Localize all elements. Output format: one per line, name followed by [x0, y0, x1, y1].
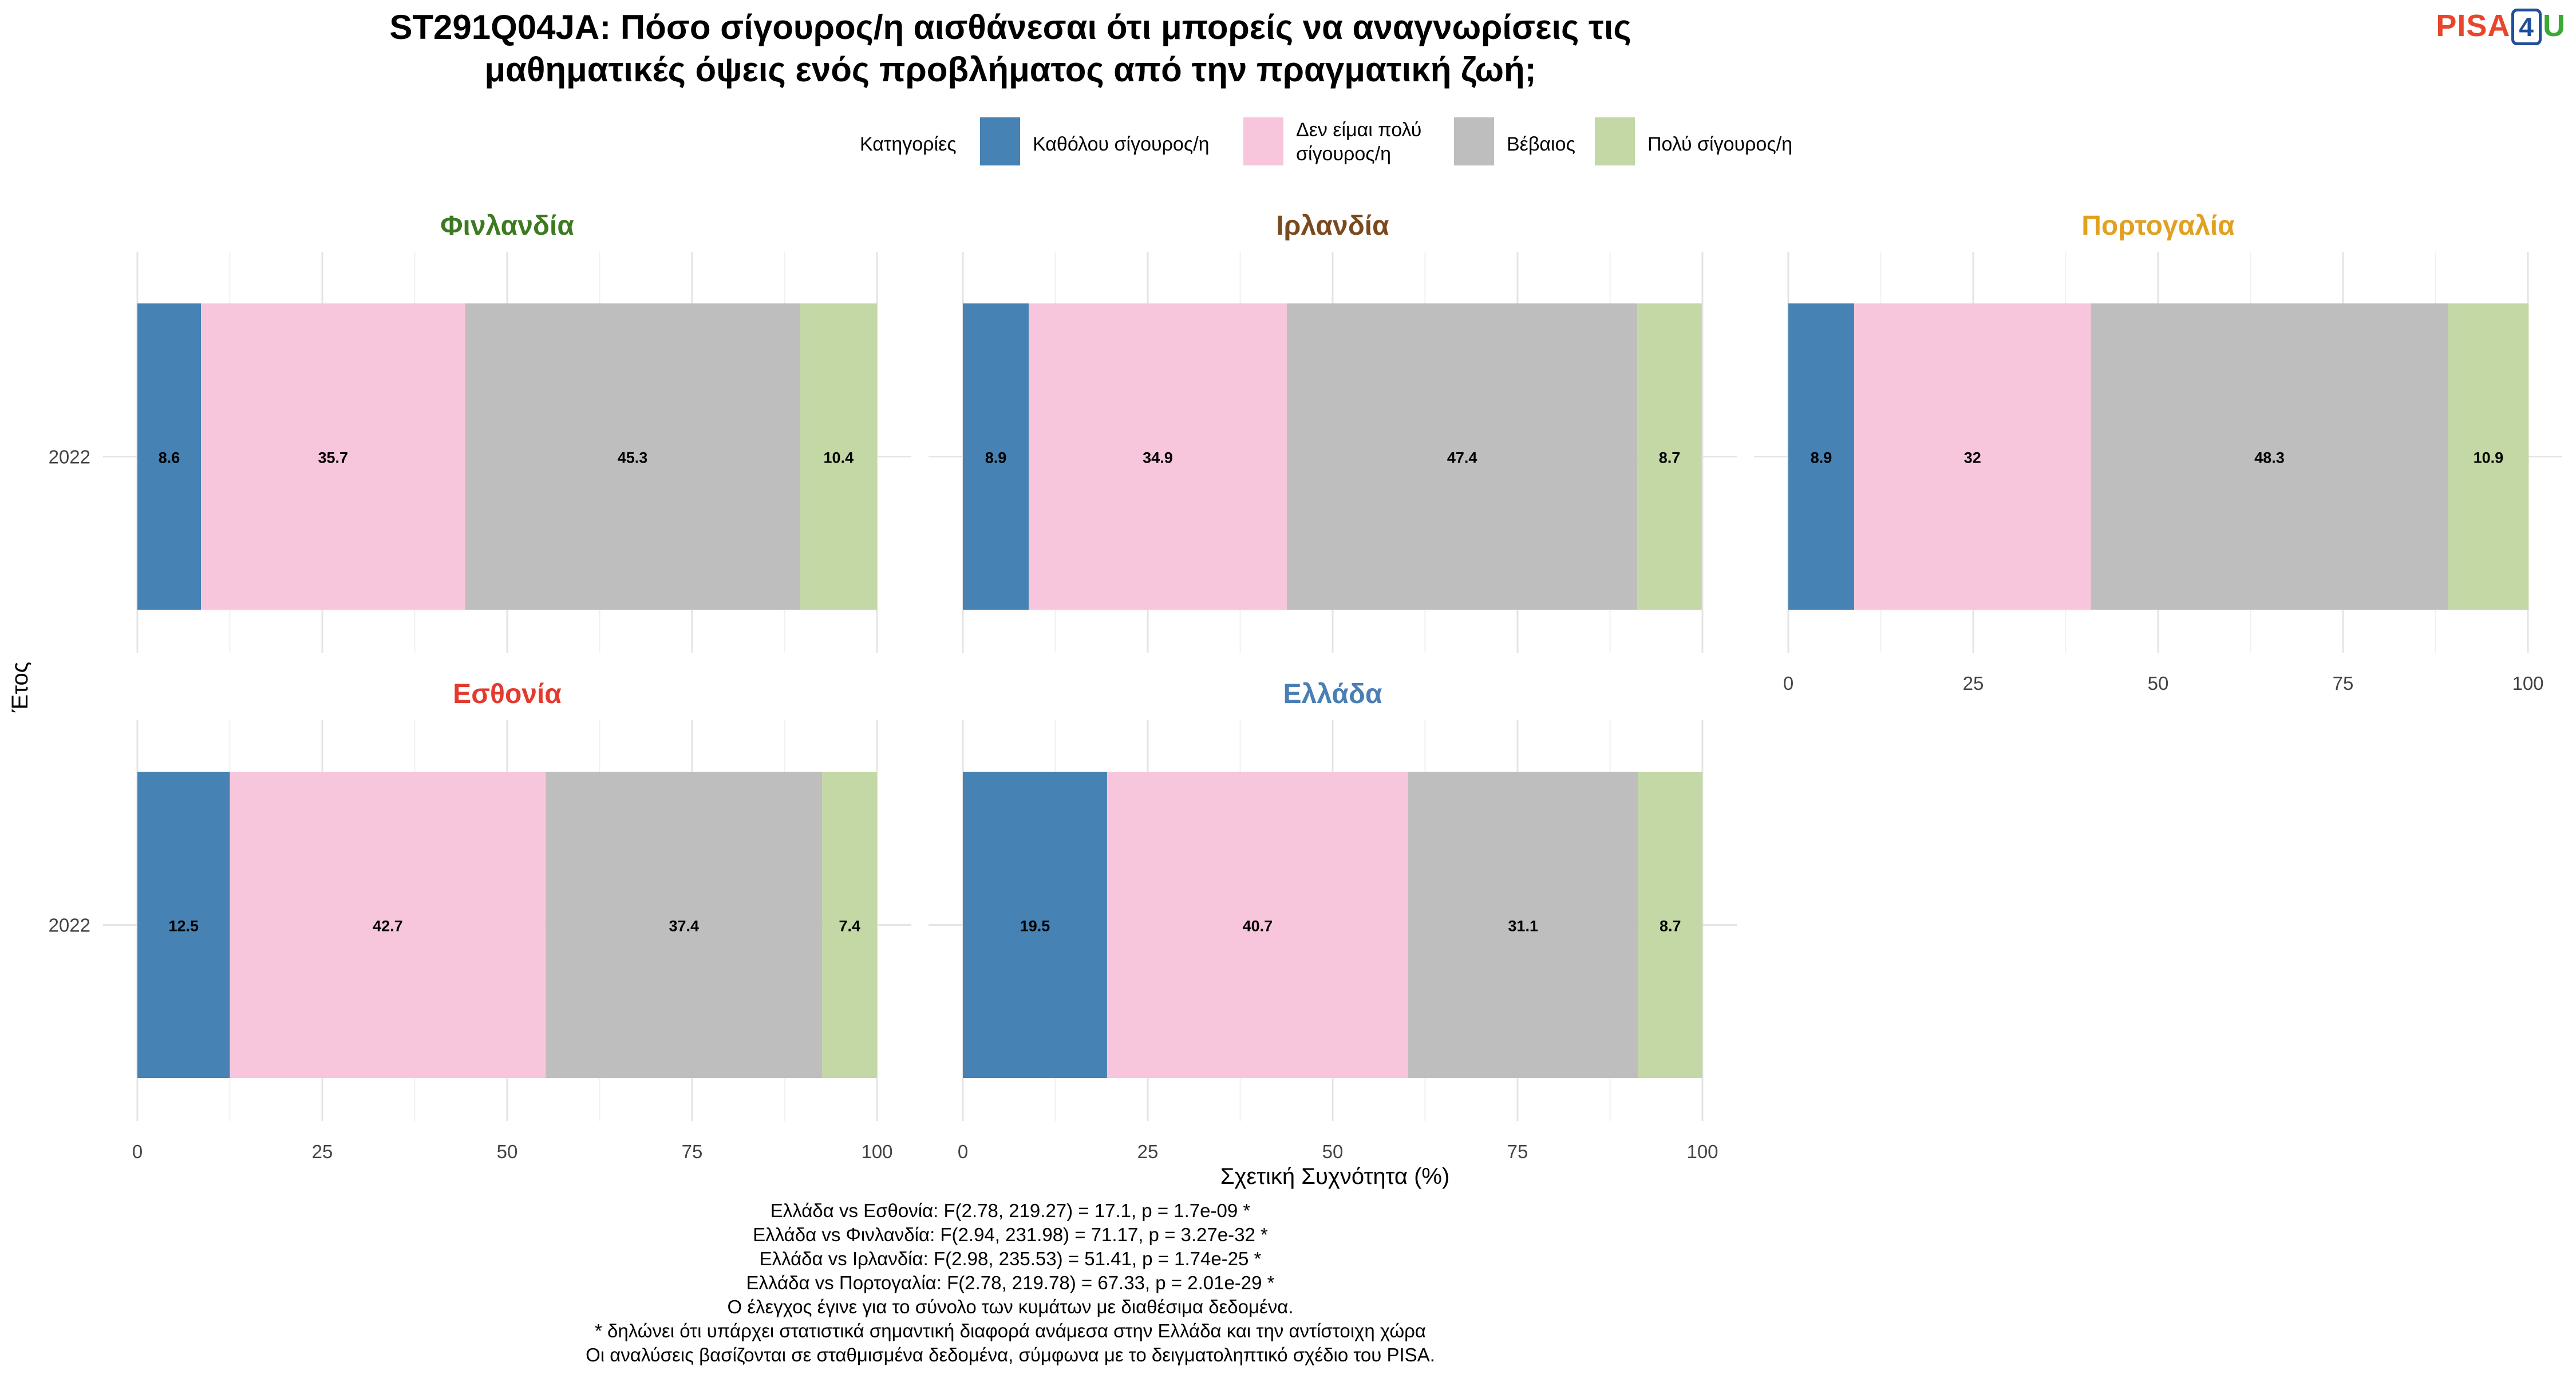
- panel-2-bar-segment-3: [1286, 303, 1638, 610]
- panel-3-bar-segment-4: [2448, 303, 2529, 610]
- panel-4-title: Εσθονία: [453, 679, 562, 709]
- panel-3-xtick-0: 0: [1783, 673, 1793, 694]
- panel-5-xtick-100: 100: [1686, 1141, 1718, 1162]
- panel-3-data-label-1: 8.9: [1811, 449, 1832, 467]
- panel-4-xtick-0: 0: [132, 1141, 143, 1162]
- panel-4-xtick-25: 25: [312, 1141, 333, 1162]
- legend-title: Κατηγορίες: [860, 133, 957, 155]
- panel-5-bar-segment-1: [963, 772, 1107, 1078]
- panel-3-title: Πορτογαλία: [2081, 211, 2235, 241]
- panel-4-xtick-50: 50: [497, 1141, 518, 1162]
- panel-3-xtick-100: 100: [2512, 673, 2543, 694]
- logo-text-pisa: PISA: [2436, 9, 2511, 43]
- footnote-3: Ελλάδα vs Ιρλανδία: F(2.98, 235.53) = 51…: [760, 1248, 1262, 1269]
- panel-5-data-label-1: 19.5: [1020, 918, 1050, 935]
- panel-5-bar-segment-4: [1638, 772, 1702, 1078]
- panel-4-year-label: 2022: [49, 915, 90, 936]
- legend-swatch-1: [980, 117, 1020, 165]
- legend-label-4: Πολύ σίγουρος/η: [1647, 133, 1792, 155]
- panel-3-bar-segment-2: [1854, 303, 2091, 610]
- panel-1-bar-segment-2: [201, 303, 465, 610]
- panel-1-bar-segment-1: [137, 303, 202, 610]
- panel-1-title: Φινλανδία: [440, 211, 574, 241]
- panel-1-data-label-4: 10.4: [824, 449, 854, 467]
- panel-4-bar-segment-1: [137, 772, 230, 1078]
- panel-5-bar-segment-2: [1107, 772, 1408, 1078]
- panel-5-bar-segment-3: [1408, 772, 1638, 1078]
- panel-4-data-label-4: 7.4: [839, 918, 860, 935]
- panel-2-bar-segment-1: [963, 303, 1029, 610]
- panel-3-data-label-4: 10.9: [2474, 449, 2504, 467]
- panel-3-data-label-2: 32: [1964, 449, 1981, 467]
- panel-1-bar-segment-4: [800, 303, 877, 610]
- panel-3-data-label-3: 48.3: [2254, 449, 2285, 467]
- panel-1-data-label-1: 8.6: [159, 449, 180, 467]
- panel-4-data-label-3: 37.4: [669, 918, 700, 935]
- legend-label-3: Βέβαιος: [1507, 133, 1575, 155]
- panel-1-data-label-2: 35.7: [318, 449, 348, 467]
- chart-title-line-2: μαθηματικές όψεις ενός προβλήματος από τ…: [484, 50, 1536, 89]
- panel-4-bar-segment-3: [546, 772, 823, 1078]
- panel-2-bar-segment-4: [1637, 303, 1702, 610]
- panel-2-data-label-4: 8.7: [1659, 449, 1681, 467]
- panel-4-xtick-75: 75: [682, 1141, 703, 1162]
- panel-3-xtick-25: 25: [1963, 673, 1984, 694]
- panel-2-data-label-1: 8.9: [985, 449, 1007, 467]
- panel-4-data-label-2: 42.7: [373, 918, 403, 935]
- logo-text-u: U: [2543, 9, 2566, 43]
- panel-5-xtick-0: 0: [958, 1141, 968, 1162]
- panel-2-bar-segment-2: [1028, 303, 1287, 610]
- panel-3-xtick-50: 50: [2148, 673, 2169, 694]
- footnote-5: Ο έλεγχος έγινε για το σύνολο των κυμάτω…: [728, 1296, 1294, 1317]
- chart-title-line-1: ST291Q04JA: Πόσο σίγουρος/η αισθάνεσαι ό…: [389, 8, 1631, 46]
- panel-1-bar-segment-3: [465, 303, 800, 610]
- footnote-2: Ελλάδα vs Φινλανδία: F(2.94, 231.98) = 7…: [753, 1224, 1268, 1245]
- panel-1-data-label-3: 45.3: [618, 449, 648, 467]
- panel-2-title: Ιρλανδία: [1276, 211, 1389, 241]
- legend-swatch-3: [1454, 117, 1494, 165]
- x-axis-title: Σχετική Συχνότητα (%): [1220, 1164, 1450, 1189]
- panel-4-data-label-1: 12.5: [168, 918, 199, 935]
- pisa4u-logo: PISA 4 U: [2436, 8, 2566, 45]
- panel-5-data-label-3: 31.1: [1508, 918, 1538, 935]
- panel-4-bar-segment-2: [230, 772, 546, 1078]
- panel-5-xtick-50: 50: [1322, 1141, 1344, 1162]
- y-axis-title: Έτος: [7, 662, 33, 713]
- panel-5-xtick-25: 25: [1137, 1141, 1159, 1162]
- legend-label-2-line-1: Δεν είμαι πολύ: [1296, 119, 1421, 141]
- panel-5-xtick-75: 75: [1507, 1141, 1528, 1162]
- panel-3-bar-segment-1: [1788, 303, 1854, 610]
- footnote-7: Οι αναλύσεις βασίζονται σε σταθμισμένα δ…: [586, 1344, 1435, 1365]
- footnote-1: Ελλάδα vs Εσθονία: F(2.78, 219.27) = 17.…: [771, 1200, 1251, 1221]
- panel-1-year-label: 2022: [49, 447, 90, 468]
- panel-3-bar-segment-3: [2091, 303, 2448, 610]
- legend-label-2-line-2: σίγουρος/η: [1296, 143, 1391, 165]
- footnote-6: * δηλώνει ότι υπάρχει στατιστικά σημαντι…: [595, 1320, 1426, 1341]
- legend-swatch-2: [1243, 117, 1283, 165]
- panel-5-data-label-2: 40.7: [1243, 918, 1273, 935]
- panel-4-bar-segment-4: [822, 772, 877, 1078]
- panel-2-data-label-2: 34.9: [1143, 449, 1173, 467]
- panel-2-data-label-3: 47.4: [1447, 449, 1477, 467]
- panel-3-xtick-75: 75: [2333, 673, 2354, 694]
- footnote-4: Ελλάδα vs Πορτογαλία: F(2.78, 219.78) = …: [746, 1272, 1274, 1293]
- legend-swatch-4: [1595, 117, 1635, 165]
- logo-text-4: 4: [2511, 9, 2542, 45]
- panel-4-xtick-100: 100: [861, 1141, 892, 1162]
- legend-label-1: Καθόλου σίγουρος/η: [1033, 133, 1210, 155]
- panel-5-data-label-4: 8.7: [1660, 918, 1681, 935]
- panel-5-title: Ελλάδα: [1283, 679, 1382, 709]
